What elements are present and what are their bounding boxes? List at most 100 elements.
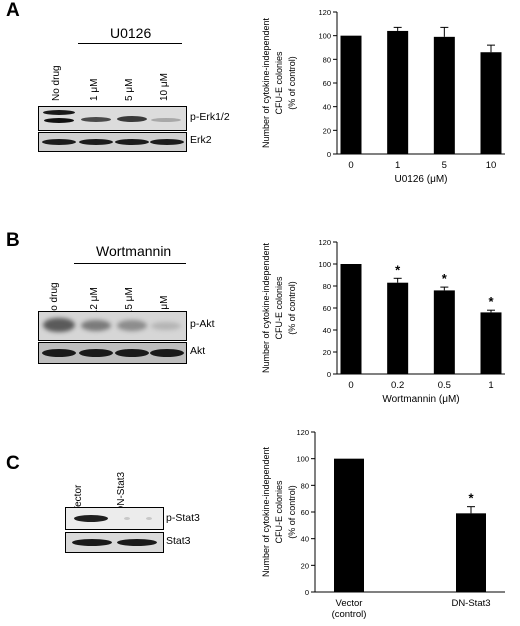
y-tick-label: 0 [305, 588, 309, 597]
significance-asterisk: * [468, 491, 474, 506]
bar [387, 30, 409, 154]
x-tick-label: (control) [332, 609, 367, 620]
blot-band [44, 118, 74, 123]
panel-a-blot-top [38, 106, 187, 131]
panel-a-lane-label: 10 μM [159, 73, 170, 101]
panel-c-blot-top [65, 507, 164, 530]
panel-b-treatment-label: Wortmannin [96, 243, 172, 259]
blot-band [151, 322, 181, 330]
panel-a-treatment-line [78, 43, 182, 44]
x-tick-label: DN-Stat3 [451, 598, 490, 609]
y-tick-label: 80 [323, 282, 331, 291]
panel-b-treatment-line [74, 263, 186, 264]
blot-band [81, 320, 111, 331]
blot-band [115, 139, 149, 145]
y-tick-label: 20 [323, 126, 331, 135]
blot-band [42, 349, 76, 357]
y-tick-label: 40 [301, 535, 309, 544]
blot-band [43, 318, 75, 332]
blot-band [117, 116, 147, 122]
y-axis-label: CFU-E colonies [274, 480, 284, 544]
significance-asterisk: * [395, 262, 401, 277]
x-tick-label: 1 [395, 160, 400, 171]
y-tick-label: 120 [296, 428, 309, 437]
panel-c-bar-chart: 0 20 40 60 80 100 120 Number of cytokine-indepe… [261, 428, 505, 620]
bar [433, 36, 455, 154]
blot-band [79, 349, 113, 357]
blot-band [81, 117, 111, 122]
blot-band [115, 349, 149, 357]
bar [334, 458, 364, 592]
bar [387, 282, 409, 374]
blot-band [79, 139, 113, 145]
x-tick-label: 5 [442, 160, 447, 171]
panel-b-letter: B [6, 230, 20, 251]
y-tick-label: 100 [318, 32, 331, 41]
y-tick-label: 40 [323, 103, 331, 112]
x-tick-label: 0.2 [391, 380, 404, 391]
panel-c-blot-label: Stat3 [166, 535, 191, 547]
panel-a-lane-label: 1 μM [89, 78, 100, 101]
panel-c-letter: C [6, 453, 20, 474]
x-tick-label: 1 [488, 380, 493, 391]
x-tick-label: 0.5 [438, 380, 451, 391]
x-tick-label: 0 [348, 380, 353, 391]
panel-b-blot-label: Akt [190, 345, 206, 357]
y-tick-label: 100 [296, 455, 309, 464]
y-tick-label: 0 [327, 150, 331, 159]
y-tick-label: 100 [318, 260, 331, 269]
significance-asterisk: * [442, 271, 448, 286]
blot-band [43, 110, 75, 115]
x-tick-label: Vector [336, 598, 363, 609]
panel-b-bar-chart: 0 20 40 60 80 100 120 Number of cytokine-indepe… [261, 238, 505, 405]
significance-asterisk: * [488, 294, 494, 309]
bar [340, 35, 362, 154]
panel-a-blot-label: Erk2 [190, 134, 212, 146]
y-tick-label: 120 [318, 8, 331, 17]
bar [480, 52, 502, 154]
x-tick-label: 10 [486, 160, 497, 171]
y-tick-label: 80 [323, 55, 331, 64]
y-tick-label: 40 [323, 326, 331, 335]
y-tick-label: 0 [327, 370, 331, 379]
y-axis-label: (% of control) [287, 485, 297, 539]
x-tick-label: 0 [348, 160, 353, 171]
bar [456, 513, 486, 592]
blot-band [42, 139, 76, 145]
y-tick-label: 60 [323, 304, 331, 313]
panel-c-blot-label: p-Stat3 [166, 512, 200, 524]
blot-band [151, 118, 181, 122]
bar [480, 312, 502, 374]
panel-c-blot-bottom [65, 532, 164, 553]
blot-band [150, 349, 184, 357]
panel-a-blot-bottom [38, 132, 187, 152]
blot-band [74, 515, 108, 522]
y-tick-label: 120 [318, 238, 331, 247]
panel-b-blot-bottom [38, 342, 187, 364]
blot-band [124, 517, 130, 520]
y-axis-label: (% of control) [287, 56, 297, 110]
y-axis-label: (% of control) [287, 281, 297, 335]
x-axis-label: U0126 (μM) [395, 174, 448, 185]
y-tick-label: 20 [301, 561, 309, 570]
panel-b-blot-label: p-Akt [190, 318, 215, 330]
y-tick-label: 80 [301, 481, 309, 490]
y-tick-label: 20 [323, 348, 331, 357]
bar [433, 290, 455, 374]
y-tick-label: 60 [301, 508, 309, 517]
blot-band [117, 320, 147, 331]
y-axis-label: Number of cytokine-independent [261, 17, 271, 148]
panel-a-treatment-label: U0126 [110, 25, 152, 41]
panel-a-lane-label: No drug [51, 65, 62, 101]
blot-band [146, 517, 152, 520]
panel-a-blot-label: p-Erk1/2 [190, 111, 230, 123]
blot-band [72, 539, 112, 546]
y-axis-label: CFU-E colonies [274, 51, 284, 115]
x-axis-label: Wortmannin (μM) [382, 394, 459, 405]
panel-a-letter: A [6, 0, 20, 21]
y-tick-label: 60 [323, 79, 331, 88]
panel-b-blot-top [38, 311, 187, 341]
blot-band [117, 539, 157, 546]
y-axis-label: CFU-E colonies [274, 276, 284, 340]
